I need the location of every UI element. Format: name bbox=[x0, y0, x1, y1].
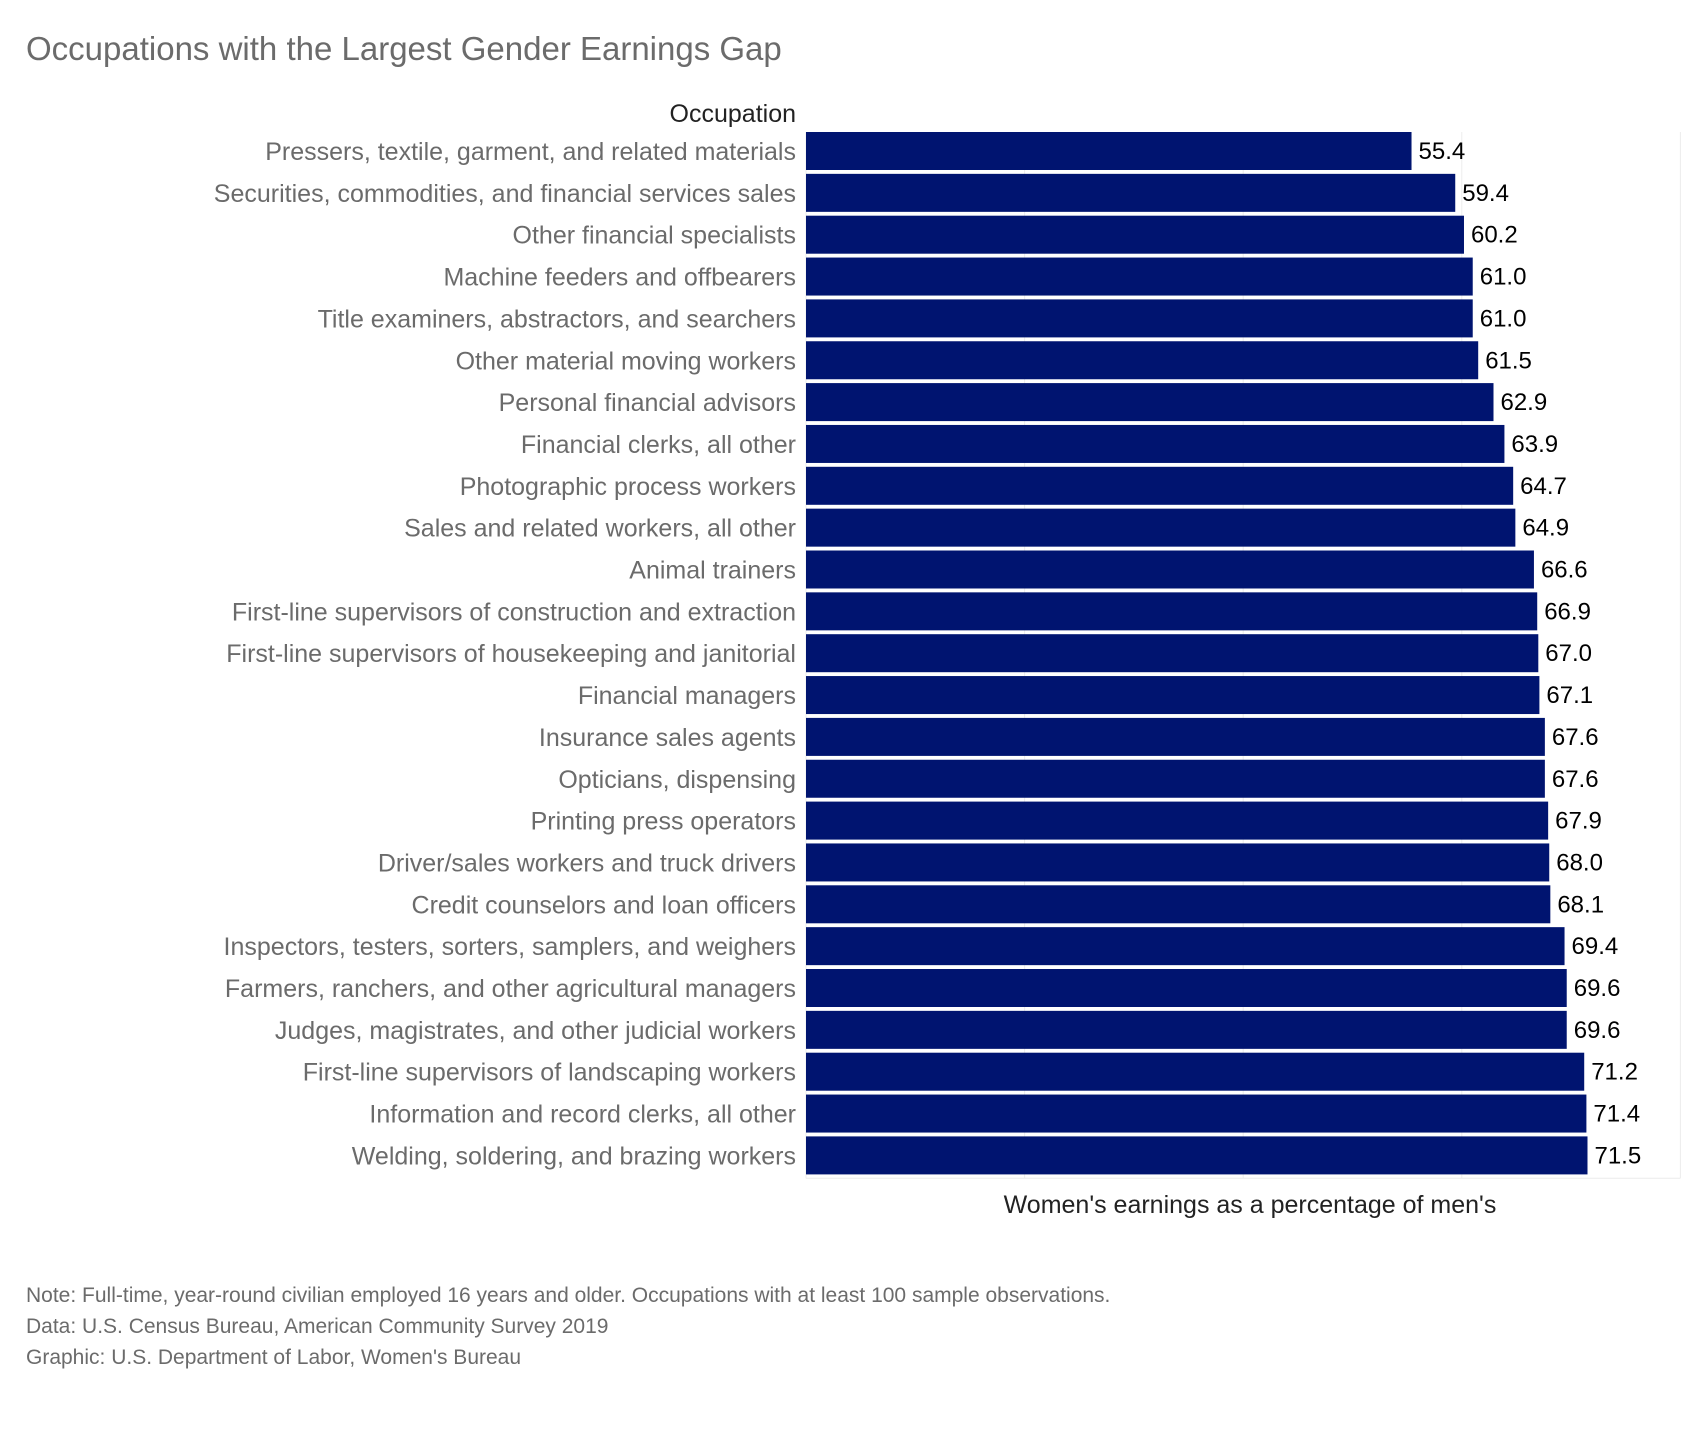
bar bbox=[806, 215, 1464, 254]
value-label: 66.6 bbox=[1541, 557, 1588, 584]
category-label: Printing press operators bbox=[531, 808, 796, 836]
bar bbox=[806, 257, 1473, 296]
value-label: 59.4 bbox=[1462, 180, 1509, 207]
value-label: 67.6 bbox=[1552, 766, 1599, 793]
value-label: 61.0 bbox=[1480, 264, 1527, 291]
bar bbox=[806, 592, 1538, 631]
value-label: 68.1 bbox=[1557, 891, 1604, 918]
bar bbox=[806, 1094, 1587, 1133]
category-label: First-line supervisors of construction a… bbox=[232, 598, 796, 626]
category-label: Inspectors, testers, sorters, samplers, … bbox=[224, 933, 796, 961]
category-label: Financial clerks, all other bbox=[521, 431, 796, 459]
value-label: 71.2 bbox=[1591, 1059, 1638, 1086]
value-label: 69.6 bbox=[1574, 975, 1621, 1002]
bar bbox=[806, 969, 1567, 1007]
category-label: Sales and related workers, all other bbox=[404, 515, 796, 543]
bar bbox=[806, 759, 1545, 798]
value-label: 67.9 bbox=[1555, 808, 1602, 835]
bar-chart: Pressers, textile, garment, and related … bbox=[214, 100, 1681, 1219]
bar bbox=[806, 927, 1565, 966]
bar bbox=[806, 843, 1550, 882]
category-label: Credit counselors and loan officers bbox=[412, 891, 796, 919]
data-source: Data: U.S. Census Bureau, American Commu… bbox=[26, 1315, 609, 1338]
category-label: First-line supervisors of housekeeping a… bbox=[226, 640, 796, 668]
value-label: 69.4 bbox=[1572, 933, 1619, 960]
value-label: 71.5 bbox=[1594, 1142, 1641, 1169]
value-label: 67.1 bbox=[1546, 682, 1593, 709]
category-label: First-line supervisors of landscaping wo… bbox=[303, 1059, 796, 1087]
value-labels: 55.4 59.4 60.2 61.0 61.0 61.5 62.9 63.9 64.7 64.9… bbox=[1419, 138, 1642, 1169]
bar bbox=[806, 634, 1539, 673]
bar bbox=[806, 383, 1494, 422]
category-label: Opticians, dispensing bbox=[558, 766, 796, 794]
category-labels: Pressers, textile, garment, and related … bbox=[214, 138, 796, 1170]
value-label: 68.0 bbox=[1556, 849, 1603, 876]
category-label: Pressers, textile, garment, and related … bbox=[265, 138, 796, 166]
value-label: 61.5 bbox=[1485, 347, 1532, 374]
category-label: Welding, soldering, and brazing workers bbox=[352, 1142, 796, 1170]
value-label: 62.9 bbox=[1500, 389, 1547, 416]
bar bbox=[806, 1052, 1585, 1091]
category-label: Driver/sales workers and truck drivers bbox=[378, 849, 796, 877]
value-label: 69.6 bbox=[1574, 1017, 1621, 1044]
bar bbox=[806, 717, 1545, 756]
value-label: 55.4 bbox=[1419, 138, 1466, 165]
category-label: Farmers, ranchers, and other agricultura… bbox=[225, 975, 796, 1003]
category-label: Title examiners, abstractors, and search… bbox=[318, 305, 796, 333]
bar bbox=[806, 466, 1514, 505]
bar bbox=[806, 299, 1473, 338]
bar bbox=[806, 341, 1479, 380]
category-label: Financial managers bbox=[578, 682, 796, 710]
value-label: 66.9 bbox=[1544, 598, 1591, 625]
y-axis-title: Occupation bbox=[670, 100, 796, 128]
bar bbox=[806, 173, 1456, 212]
graphic-credit: Graphic: U.S. Department of Labor, Women… bbox=[26, 1346, 522, 1369]
chart-title: Occupations with the Largest Gender Earn… bbox=[26, 30, 782, 67]
category-label: Judges, magistrates, and other judicial … bbox=[275, 1017, 796, 1045]
bar bbox=[806, 1136, 1588, 1175]
category-label: Machine feeders and offbearers bbox=[443, 264, 796, 292]
bar bbox=[806, 424, 1505, 463]
category-label: Securities, commodities, and financial s… bbox=[214, 180, 796, 208]
bars bbox=[806, 132, 1588, 1175]
bar bbox=[806, 801, 1549, 840]
category-label: Other financial specialists bbox=[513, 222, 796, 250]
category-label: Other material moving workers bbox=[456, 347, 796, 375]
bar bbox=[806, 676, 1540, 715]
value-label: 60.2 bbox=[1471, 222, 1518, 249]
bar bbox=[806, 132, 1412, 170]
category-label: Insurance sales agents bbox=[539, 724, 796, 752]
value-label: 67.0 bbox=[1545, 640, 1592, 667]
note-text: Note: Full-time, year-round civilian emp… bbox=[26, 1284, 1111, 1307]
category-label: Personal financial advisors bbox=[499, 389, 796, 417]
bar bbox=[806, 885, 1551, 924]
category-label: Information and record clerks, all other bbox=[369, 1101, 796, 1129]
value-label: 71.4 bbox=[1593, 1101, 1640, 1128]
category-label: Animal trainers bbox=[629, 557, 796, 585]
category-label: Photographic process workers bbox=[460, 473, 796, 501]
bar bbox=[806, 550, 1534, 589]
x-axis-title: Women's earnings as a percentage of men'… bbox=[1004, 1191, 1497, 1219]
footnotes: Note: Full-time, year-round civilian emp… bbox=[26, 1280, 1110, 1373]
value-label: 67.6 bbox=[1552, 724, 1599, 751]
value-label: 64.7 bbox=[1520, 473, 1567, 500]
bar bbox=[806, 1010, 1567, 1049]
value-label: 61.0 bbox=[1480, 305, 1527, 332]
value-label: 63.9 bbox=[1511, 431, 1558, 458]
bar bbox=[806, 508, 1516, 547]
value-label: 64.9 bbox=[1522, 515, 1569, 542]
